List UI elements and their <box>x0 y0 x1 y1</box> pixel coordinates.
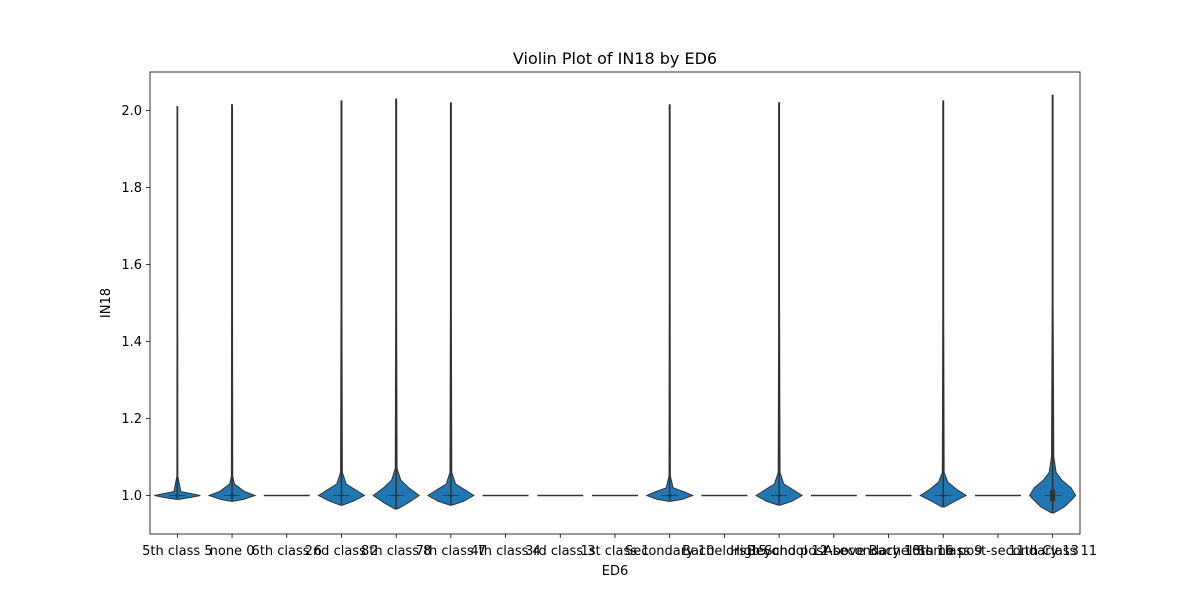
violin-11 <box>755 102 804 506</box>
y-axis: 1.0 1.2 1.4 1.6 1.8 2.0 <box>121 104 150 504</box>
x-axis-label: ED6 <box>602 564 629 579</box>
plot-area <box>154 94 1077 514</box>
violin-16 <box>1029 94 1077 514</box>
x-tick-label: 10th class 9 <box>904 544 983 559</box>
violin-1 <box>207 104 257 502</box>
x-tick-label: 6th class 6 <box>252 544 322 559</box>
violin-0 <box>154 106 201 500</box>
violin-9 <box>645 104 695 502</box>
x-tick-label: 2nd class 2 <box>305 544 379 559</box>
chart-title: Violin Plot of IN18 by ED6 <box>513 49 717 68</box>
x-tick-label: 11th Class 11 <box>1008 544 1097 559</box>
x-tick-label: 3rd class 3 <box>525 544 595 559</box>
x-tick-label: Above Bachelors 16 <box>824 544 954 559</box>
x-tick-label: 4th class 4 <box>470 544 540 559</box>
x-tick-label: Secondary 10 <box>625 544 715 559</box>
y-tick-label: 1.0 <box>121 489 142 504</box>
y-tick-label: 1.6 <box>121 258 142 273</box>
y-tick-label: 1.2 <box>121 412 142 427</box>
x-tick-label: 1st class 1 <box>581 544 650 559</box>
y-tick-label: 1.8 <box>121 181 142 196</box>
violin-4 <box>372 98 421 510</box>
x-tick-label: Beyond post-secondary 13 <box>747 544 921 559</box>
x-tick-label: 8th class 8 <box>361 544 431 559</box>
y-axis-label: IN18 <box>99 288 114 318</box>
x-tick-label: 5th class 5 <box>142 544 212 559</box>
x-tick-label: none 0 <box>210 544 255 559</box>
y-tick-label: 2.0 <box>121 104 142 119</box>
x-tick-label: 7th class 7 <box>416 544 486 559</box>
violin-3 <box>317 100 366 506</box>
x-tick-label: High School 12 <box>730 544 828 559</box>
violin-5 <box>426 102 475 506</box>
axes-frame <box>149 71 1081 535</box>
x-tick-label: Bachelors 15 <box>682 544 767 559</box>
violin-14 <box>919 100 968 508</box>
x-tick-label: Some post-secondary 13 <box>917 544 1079 559</box>
y-tick-label: 1.4 <box>121 335 142 350</box>
